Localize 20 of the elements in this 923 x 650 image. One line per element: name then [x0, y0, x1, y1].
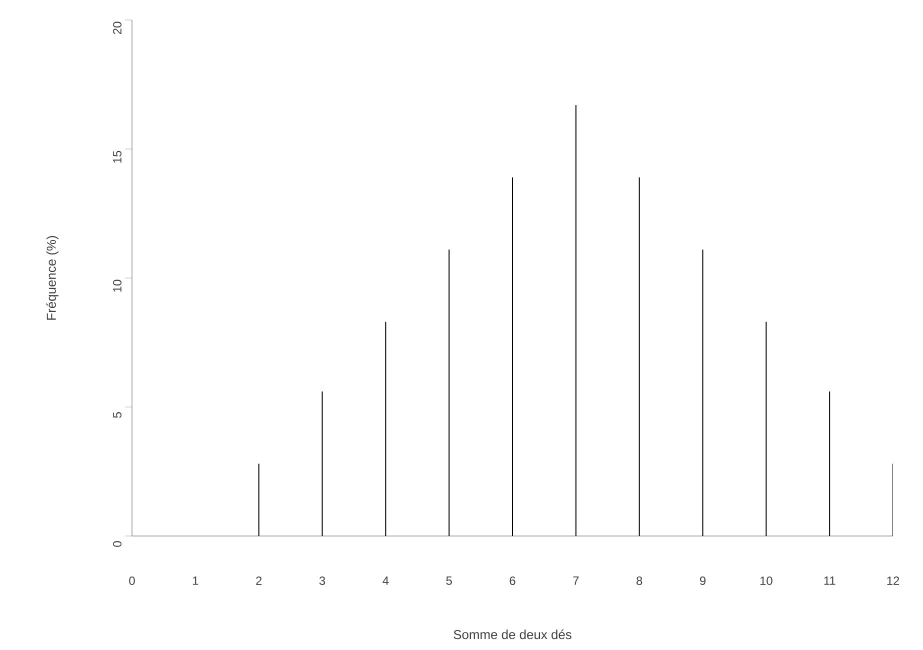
- y-tick-label: 10: [113, 280, 122, 292]
- x-tick-label: 7: [573, 576, 579, 585]
- x-tick-label: 2: [256, 576, 262, 585]
- x-tick-label: 9: [700, 576, 706, 585]
- y-tick-label: 15: [113, 150, 122, 163]
- x-tick-label: 11: [824, 576, 836, 585]
- y-axis-title: Fréquence (%): [46, 236, 58, 320]
- x-tick-label: 12: [887, 576, 900, 585]
- x-axis-title: Somme de deux dés: [454, 630, 572, 640]
- x-tick-label: 1: [193, 576, 198, 585]
- x-tick-label: 6: [510, 576, 516, 585]
- y-tick-label: 5: [113, 412, 122, 418]
- y-tick-label: 20: [113, 22, 122, 34]
- x-tick-label: 3: [319, 576, 326, 585]
- x-tick-label: 10: [760, 576, 772, 585]
- x-tick-label: 0: [129, 576, 135, 585]
- x-tick-label: 4: [382, 576, 389, 585]
- y-tick-label: 0: [113, 541, 122, 547]
- x-tick-label: 8: [636, 576, 642, 585]
- x-tick-label: 5: [446, 576, 452, 585]
